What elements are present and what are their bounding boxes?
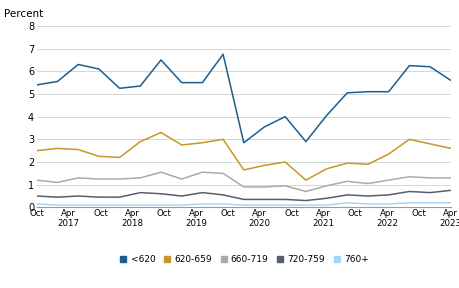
Text: Percent: Percent [4, 9, 43, 19]
Legend: <620, 620-659, 660-719, 720-759, 760+: <620, 620-659, 660-719, 720-759, 760+ [115, 252, 372, 268]
